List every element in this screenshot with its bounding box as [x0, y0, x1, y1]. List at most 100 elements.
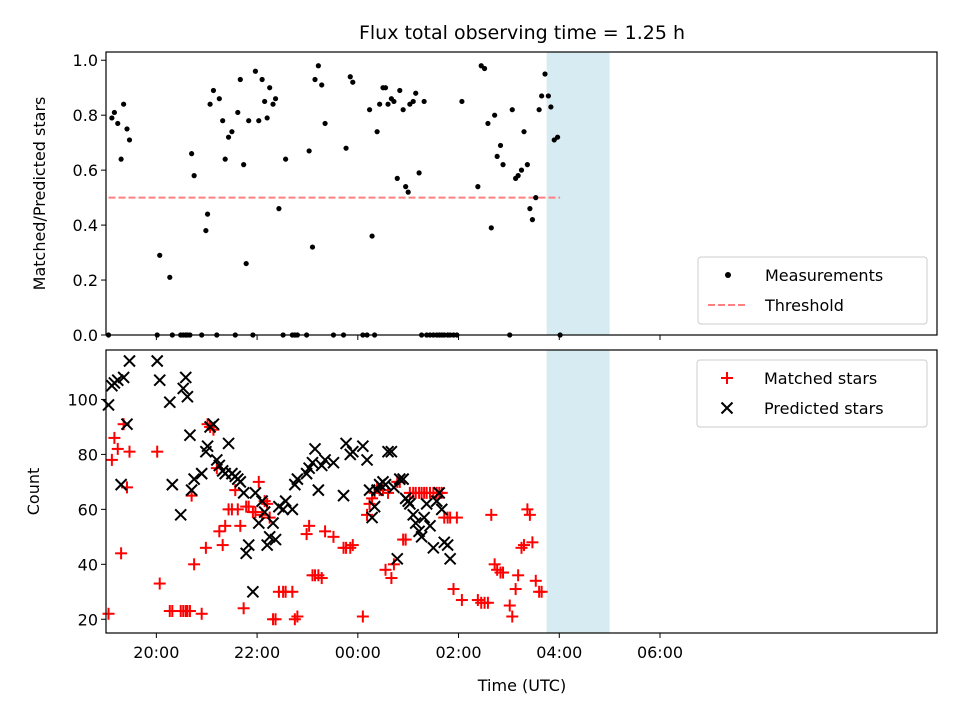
- predicted-point: [150, 354, 164, 368]
- matched-point: [503, 599, 516, 612]
- legend-matched-marker: [721, 372, 733, 384]
- predicted-point: [302, 461, 316, 475]
- predicted-point: [379, 478, 392, 491]
- x-tick-label: 22:00: [234, 643, 280, 662]
- predicted-point-b: [242, 538, 255, 552]
- measurement-point: [405, 189, 411, 195]
- predicted-point: [306, 456, 319, 469]
- measurement-point: [515, 173, 521, 179]
- measurement-point: [157, 252, 163, 258]
- y-tick-label: 0.2: [73, 271, 98, 290]
- measurement-point: [126, 137, 133, 143]
- legend-predicted-marker: [720, 401, 734, 415]
- matched-point: [123, 445, 136, 458]
- matched-point: [518, 539, 531, 552]
- predicted-point-b: [302, 461, 316, 475]
- matched-point: [385, 572, 398, 585]
- measurement-point: [322, 120, 328, 127]
- measurement-point: [554, 134, 561, 140]
- measurement-point: [283, 156, 289, 162]
- matched-point: [515, 541, 528, 554]
- predicted-point: [315, 459, 328, 472]
- measurement-point: [220, 118, 226, 124]
- top-panel: 0.0 0.2 0.4 0.6 0.8 1.0 Matched/Predicted sta…: [30, 51, 938, 345]
- matched-point: [105, 453, 118, 466]
- matched-point: [497, 566, 510, 579]
- predicted-point: [415, 530, 428, 544]
- bottom-y-axis-label: Count: [24, 468, 43, 516]
- measurement-point: [369, 233, 375, 239]
- predicted-point: [327, 456, 340, 469]
- matched-point: [258, 495, 271, 508]
- predicted-point: [417, 511, 431, 524]
- legend-x-b: [720, 401, 734, 415]
- matched-point: [199, 541, 212, 554]
- predicted-point: [435, 503, 448, 516]
- matched-point: [185, 489, 198, 502]
- predicted-point: [102, 398, 115, 412]
- top-legend: Measurements Threshold: [697, 256, 928, 325]
- measurement-point: [391, 98, 397, 105]
- bottom-axes-frame: [105, 349, 938, 634]
- measurement-point: [210, 87, 217, 94]
- matched-point: [379, 563, 392, 576]
- bottom-legend: Matched stars Predicted stars: [696, 359, 928, 428]
- measurement-point: [315, 63, 321, 69]
- measurement-point: [394, 175, 400, 181]
- predicted-point: [252, 516, 265, 530]
- predicted-point: [255, 494, 269, 508]
- predicted-point: [423, 519, 437, 533]
- measurement-point: [246, 118, 252, 124]
- predicted-point-b: [181, 390, 194, 403]
- predicted-point-b: [409, 516, 422, 530]
- y-tick-label: 60: [78, 500, 98, 519]
- measurement-point: [124, 126, 130, 132]
- bottom-plot-area: [102, 354, 548, 626]
- predicted-point-b: [279, 494, 292, 508]
- measurement-point: [518, 167, 525, 173]
- predicted-point-b: [420, 497, 433, 511]
- predicted-point: [249, 486, 262, 500]
- y-tick-label: 100: [67, 390, 98, 409]
- measurement-point: [306, 148, 312, 154]
- matched-point: [237, 602, 250, 615]
- matched-point: [356, 610, 369, 623]
- measurement-point: [366, 107, 373, 113]
- predicted-point-b: [327, 456, 340, 469]
- predicted-point-b: [255, 494, 269, 508]
- y-tick-label: 1.0: [73, 51, 98, 70]
- measurement-point: [494, 153, 500, 160]
- predicted-point-b: [443, 552, 457, 566]
- predicted-point-b: [269, 533, 282, 546]
- predicted-point: [393, 472, 406, 486]
- y-tick-label: 0.6: [73, 161, 98, 180]
- measurement-point: [488, 225, 494, 231]
- measurement-point: [189, 151, 195, 157]
- predicted-point: [213, 459, 226, 472]
- measurement-point: [243, 260, 249, 267]
- matched-point: [188, 558, 201, 571]
- matched-point: [102, 607, 115, 620]
- top-plot-area: [105, 63, 563, 338]
- matched-point: [361, 508, 374, 521]
- predicted-point-b: [246, 585, 260, 598]
- predicted-point-b: [433, 486, 446, 500]
- measurement-point: [397, 87, 403, 94]
- predicted-point: [409, 516, 422, 530]
- predicted-point: [339, 437, 353, 450]
- legend-matched-label: Matched stars: [764, 369, 877, 388]
- measurement-point: [347, 74, 353, 80]
- predicted-point: [407, 508, 420, 522]
- predicted-point: [286, 503, 299, 516]
- predicted-point-b: [263, 530, 276, 544]
- measurement-point: [500, 162, 506, 168]
- y-tick-label: 0.0: [73, 326, 98, 345]
- legend-threshold-label: Threshold: [764, 296, 844, 315]
- predicted-point: [242, 538, 255, 552]
- predicted-point-b: [308, 442, 322, 456]
- predicted-point-b: [291, 472, 304, 486]
- measurement-point: [475, 184, 481, 190]
- measurement-point: [204, 211, 211, 217]
- predicted-point: [153, 374, 166, 387]
- matched-point: [387, 558, 400, 571]
